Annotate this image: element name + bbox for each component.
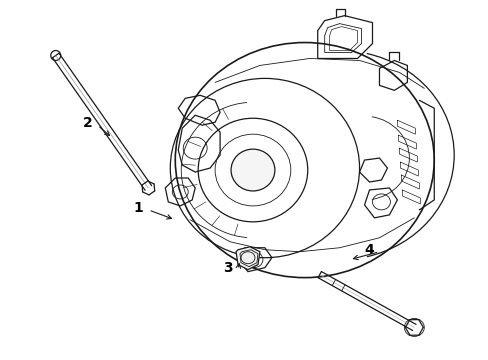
Text: 1: 1 bbox=[133, 201, 143, 215]
Text: 4: 4 bbox=[364, 243, 374, 257]
Ellipse shape bbox=[230, 149, 274, 191]
Text: 3: 3 bbox=[223, 261, 232, 275]
Text: 2: 2 bbox=[82, 116, 92, 130]
Polygon shape bbox=[236, 247, 260, 270]
